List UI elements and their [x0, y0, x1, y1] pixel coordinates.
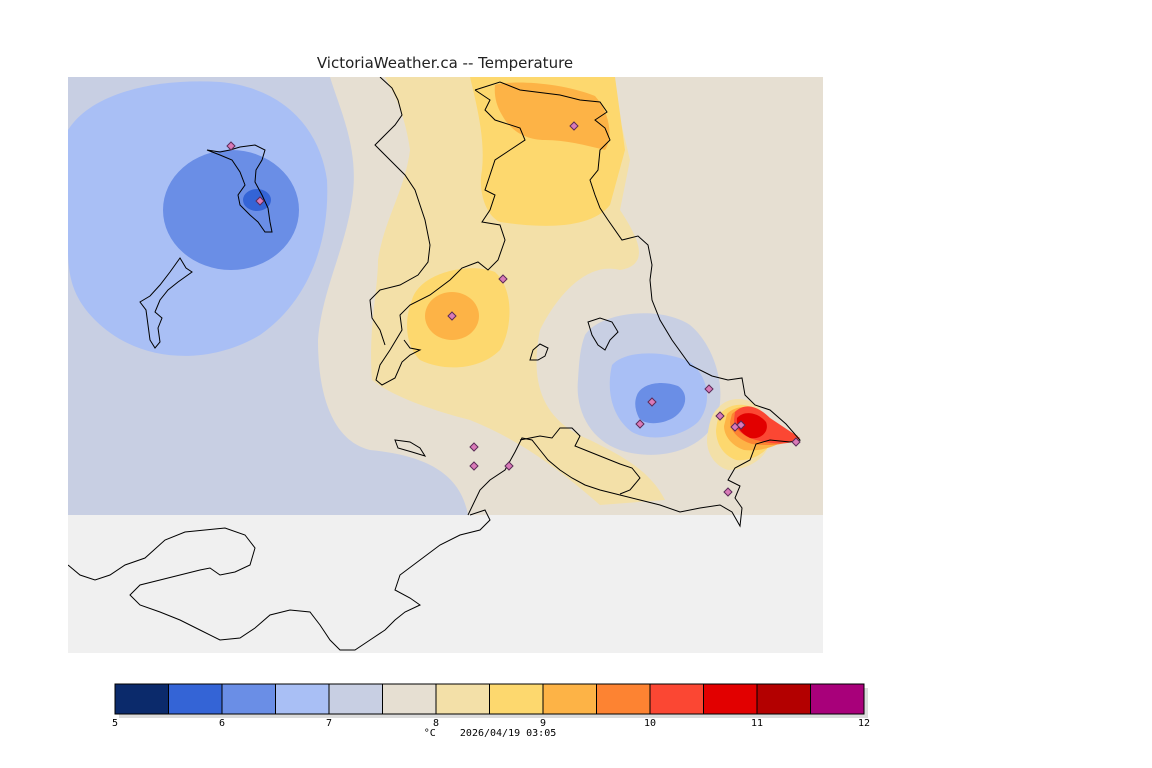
contour-6-6.5-east — [635, 383, 686, 424]
station-marker[interactable] — [226, 141, 236, 151]
colorbar-swatch — [435, 683, 490, 715]
island-james — [587, 317, 619, 351]
station-marker[interactable] — [736, 420, 746, 430]
station-marker[interactable] — [723, 487, 733, 497]
colorbar-swatch — [810, 683, 865, 715]
map-title: VictoriaWeather.ca -- Temperature — [316, 54, 574, 72]
timestamp-label: 2026/04/19 03:05 — [459, 728, 557, 739]
station-marker[interactable] — [504, 461, 514, 471]
colorbar-tick-label: 9 — [540, 718, 546, 729]
colorbar-swatches — [114, 683, 868, 718]
colorbar-tick-label: 6 — [219, 718, 225, 729]
colorbar-swatch — [756, 683, 811, 715]
coastline-victoria-south — [519, 427, 641, 495]
temperature-map[interactable] — [68, 77, 823, 653]
station-marker[interactable] — [704, 384, 714, 394]
unit-label: °C — [423, 728, 436, 739]
colorbar-ticks: 5 6 7 8 9 10 11 12 — [112, 718, 870, 729]
colorbar-swatch — [275, 683, 330, 715]
island-small-a — [529, 343, 549, 361]
colorbar-swatch — [703, 683, 758, 715]
station-marker[interactable] — [715, 411, 725, 421]
map-canvas[interactable] — [68, 77, 823, 653]
colorbar-tick-label: 10 — [644, 718, 656, 729]
coastlines — [68, 77, 801, 651]
coastline-saanich-west — [369, 77, 431, 346]
colorbar-swatch — [168, 683, 223, 715]
coastline-washington — [68, 509, 491, 651]
station-marker[interactable] — [498, 274, 508, 284]
station-marker[interactable] — [255, 196, 265, 206]
contour-9-9.5-north — [494, 82, 610, 150]
weather-stations[interactable] — [226, 121, 801, 497]
colorbar-swatch — [221, 683, 276, 715]
station-marker[interactable] — [447, 311, 457, 321]
colorbar-tick-label: 12 — [858, 718, 870, 729]
island-salt-spring — [206, 144, 273, 233]
contour-6-6.5-west — [163, 150, 299, 270]
colorbar-swatch — [114, 683, 169, 715]
colorbar-tick-label: 11 — [751, 718, 763, 729]
station-marker[interactable] — [647, 397, 657, 407]
station-marker[interactable] — [469, 461, 479, 471]
station-marker[interactable] — [569, 121, 579, 131]
coastline-north-arm — [375, 89, 526, 386]
colorbar-tick-label: 5 — [112, 718, 118, 729]
coastline-east-peninsula — [467, 81, 801, 528]
colorbar-swatch — [489, 683, 544, 715]
station-marker[interactable] — [791, 437, 801, 447]
colorbar-swatch — [596, 683, 651, 715]
island-small-b — [394, 439, 427, 457]
colorbar-tick-label: 8 — [433, 718, 439, 729]
colorbar-tick-label: 7 — [326, 718, 332, 729]
colorbar-swatch — [649, 683, 704, 715]
legend-footer: °C 2026/04/19 03:05 — [115, 728, 865, 739]
station-marker[interactable] — [469, 442, 479, 452]
colorbar-swatch — [382, 683, 437, 715]
station-marker[interactable] — [635, 419, 645, 429]
contour-10.5-11-east — [736, 413, 767, 439]
island-west-small — [139, 257, 193, 349]
colorbar-swatch — [328, 683, 383, 715]
colorbar-swatch — [542, 683, 597, 715]
